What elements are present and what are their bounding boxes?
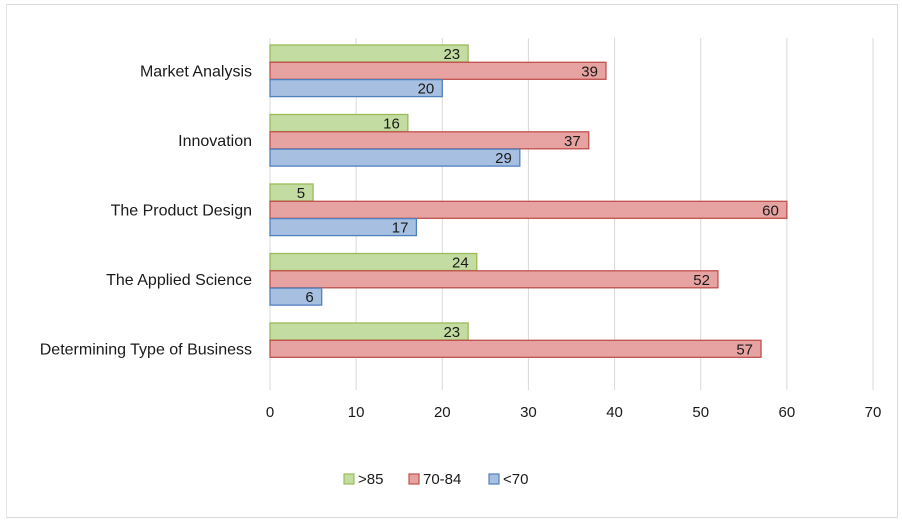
x-tick-labels: 0 10 20 30 40 50 60 70	[266, 404, 882, 421]
bar-value-label: 52	[693, 272, 710, 289]
x-tick-label: 20	[434, 404, 451, 421]
category-label: Market Analysis	[140, 63, 252, 80]
bar-value-label: 23	[443, 324, 460, 341]
bar-<70	[269, 217, 418, 237]
legend-label: <70	[503, 471, 528, 488]
bar-<70	[269, 148, 521, 167]
bar-value-label: 57	[736, 341, 753, 358]
category-label: The Applied Science	[106, 272, 252, 289]
bar-value-label: 39	[581, 63, 598, 80]
legend: >85 70-84 <70	[343, 471, 528, 488]
bar-70-84	[269, 131, 590, 150]
x-tick-label: 40	[606, 404, 623, 421]
category-labels: Market Analysis Innovation The Product Des…	[40, 63, 252, 358]
bar-value-label: 5	[297, 185, 305, 202]
category-label: The Product Design	[111, 202, 252, 219]
bar->85	[269, 322, 469, 341]
x-tick-label: 30	[520, 404, 537, 421]
bar-<70	[269, 78, 443, 98]
x-tick-label: 60	[779, 404, 796, 421]
bar-value-label: 17	[392, 220, 409, 237]
legend-swatch	[488, 473, 500, 485]
bar-70-84	[269, 270, 719, 289]
bar-value-label: 16	[383, 116, 400, 133]
legend-swatch	[343, 473, 355, 485]
bar->85	[269, 44, 469, 63]
category-label: Determining Type of Business	[40, 341, 252, 358]
bar-70-84	[269, 200, 788, 219]
legend-label: 70-84	[423, 471, 461, 488]
bar-70-84	[269, 61, 607, 80]
bar-value-label: 29	[495, 150, 512, 167]
bar-<70	[269, 287, 323, 306]
x-tick-label: 50	[692, 404, 709, 421]
bar->85	[269, 252, 478, 272]
bar-value-label: 23	[443, 46, 460, 63]
category-label: Innovation	[178, 133, 252, 150]
bar-value-label: 24	[452, 255, 469, 272]
x-tick-label: 10	[348, 404, 365, 421]
bar-70-84	[269, 339, 762, 358]
legend-swatch	[408, 473, 420, 485]
x-tick-label: 0	[266, 404, 274, 421]
bar-value-label: 20	[418, 81, 435, 98]
x-tick-label: 70	[865, 404, 882, 421]
legend-label: >85	[358, 471, 383, 488]
bar->85	[269, 183, 314, 202]
bar-value-label: 6	[305, 289, 313, 306]
bar-value-label: 60	[762, 202, 779, 219]
bars: 23 39 20 16 37 29 5 60 17 24 52 6 23 57	[269, 44, 788, 358]
bar-value-label: 37	[564, 133, 581, 150]
